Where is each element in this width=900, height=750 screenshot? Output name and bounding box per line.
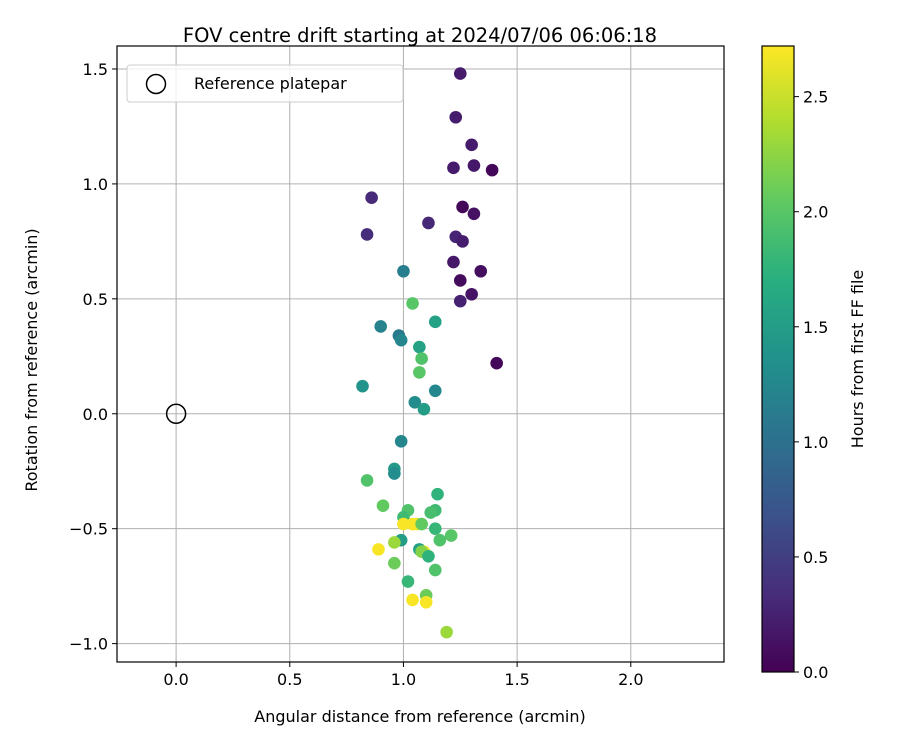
data-point-22 [374, 320, 388, 333]
colorbar: 0.0 0.5 1.0 1.5 2.0 2.5 Hours from first FF f… [761, 45, 867, 682]
data-point-30 [408, 395, 422, 409]
y-tick-label-1: −0.5 [69, 520, 108, 539]
data-point-2 [465, 138, 478, 152]
data-point-20 [406, 297, 419, 310]
data-point-3 [447, 161, 460, 175]
y-axis-label: Rotation from reference (arcmin) [22, 228, 41, 491]
data-point-29 [428, 384, 442, 398]
data-point-10 [360, 228, 374, 241]
data-point-7 [456, 200, 469, 214]
colorbar-tick-label-3: 1.5 [803, 318, 828, 337]
reference-platepar-marker [165, 403, 187, 425]
data-point-28 [356, 379, 369, 393]
x-tick-label-1: 0.5 [277, 670, 302, 689]
data-point-19 [397, 264, 410, 278]
colorbar-gradient [762, 46, 794, 672]
data-point-48 [433, 533, 447, 547]
data-points [356, 67, 503, 639]
y-axis-ticks: −1.0 −0.5 0.0 0.5 1.0 1.5 [69, 60, 117, 654]
data-point-60 [406, 593, 419, 607]
legend-box [126, 64, 404, 103]
legend: Reference platepar [126, 64, 404, 103]
data-point-40 [424, 506, 438, 519]
data-point-21 [428, 315, 442, 329]
data-point-24 [394, 333, 408, 347]
data-point-8 [467, 207, 481, 221]
data-point-15 [453, 274, 467, 287]
data-point-45 [415, 517, 428, 531]
data-point-18 [490, 356, 503, 370]
data-point-32 [394, 435, 408, 448]
y-tick-label-4: 1.0 [83, 175, 108, 194]
data-point-46 [428, 522, 442, 535]
data-point-31 [417, 402, 431, 416]
colorbar-tick-label-5: 2.5 [803, 88, 828, 107]
plot-frame [116, 45, 725, 663]
chart-title: FOV centre drift starting at 2024/07/06 … [183, 24, 657, 47]
data-point-5 [485, 163, 499, 177]
data-point-6 [365, 191, 378, 205]
data-point-61 [419, 595, 433, 609]
data-point-42 [397, 517, 410, 531]
data-point-26 [415, 352, 428, 365]
x-tick-label-0: 0.0 [163, 670, 188, 689]
data-point-35 [360, 474, 374, 487]
y-tick-label-2: 0.0 [83, 405, 108, 424]
data-point-16 [465, 287, 478, 301]
data-point-56 [388, 556, 401, 570]
x-tick-label-2: 1.0 [391, 670, 416, 689]
data-point-50 [388, 536, 401, 549]
colorbar-frame [761, 45, 795, 673]
data-point-62 [440, 625, 453, 639]
colorbar-tick-label-4: 2.0 [803, 203, 828, 222]
data-point-25 [413, 340, 426, 354]
y-tick-label-3: 0.5 [83, 290, 108, 309]
legend-entry-reference: Reference platepar [194, 74, 347, 93]
data-point-55 [422, 549, 435, 563]
data-point-1 [449, 110, 463, 124]
data-point-51 [372, 543, 385, 556]
data-point-36 [431, 487, 444, 501]
x-axis-ticks: 0.0 0.5 1.0 1.5 2.0 [163, 662, 644, 689]
data-point-44 [406, 517, 419, 531]
data-point-13 [447, 255, 460, 269]
x-axis-label: Angular distance from reference (arcmin) [254, 707, 585, 726]
data-point-37 [376, 499, 390, 513]
data-point-57 [428, 563, 442, 577]
y-tick-label-0: −1.0 [69, 635, 108, 654]
x-tick-label-3: 1.5 [504, 670, 529, 689]
data-point-14 [474, 264, 488, 278]
data-point-58 [401, 575, 415, 588]
x-tick-label-4: 2.0 [618, 670, 643, 689]
colorbar-label: Hours from first FF file [848, 270, 867, 449]
colorbar-ticks: 0.0 0.5 1.0 1.5 2.0 2.5 [794, 88, 828, 682]
colorbar-tick-label-2: 1.0 [803, 433, 828, 452]
colorbar-tick-label-1: 0.5 [803, 548, 828, 567]
y-tick-label-5: 1.5 [83, 60, 108, 79]
data-point-17 [453, 294, 467, 308]
data-point-47 [444, 529, 458, 542]
legend-marker-reference [145, 73, 167, 95]
data-point-12 [456, 235, 469, 248]
colorbar-tick-label-0: 0.0 [803, 663, 828, 682]
data-point-0 [453, 67, 467, 80]
reference-marker-layer [165, 403, 187, 425]
data-point-4 [467, 159, 481, 172]
data-point-27 [413, 366, 426, 379]
data-point-34 [388, 467, 401, 480]
data-point-9 [422, 216, 435, 230]
